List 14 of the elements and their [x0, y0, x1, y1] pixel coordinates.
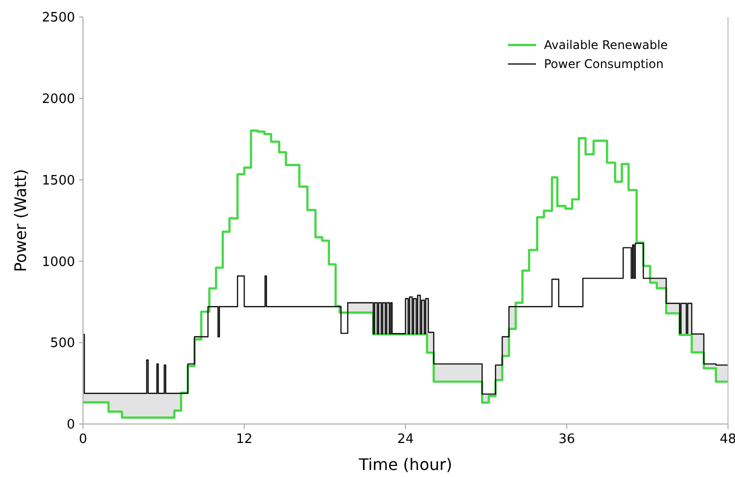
- y-axis-title: Power (Watt): [11, 168, 30, 272]
- legend-label: Available Renewable: [544, 38, 668, 52]
- x-tick-label: 36: [558, 432, 576, 447]
- x-tick-label: 24: [397, 432, 414, 447]
- y-tick-label: 0: [66, 418, 75, 433]
- x-axis-title: Time (hour): [358, 455, 452, 474]
- y-tick-label: 1500: [42, 173, 75, 188]
- y-tick-label: 500: [50, 336, 75, 352]
- x-tick-label: 12: [236, 432, 253, 447]
- legend-label: Power Consumption: [544, 57, 664, 72]
- x-tick-label: 0: [78, 432, 88, 447]
- y-tick-label: 2500: [42, 10, 75, 26]
- y-tick-label: 2000: [42, 92, 75, 107]
- y-tick-label: 1000: [42, 254, 75, 270]
